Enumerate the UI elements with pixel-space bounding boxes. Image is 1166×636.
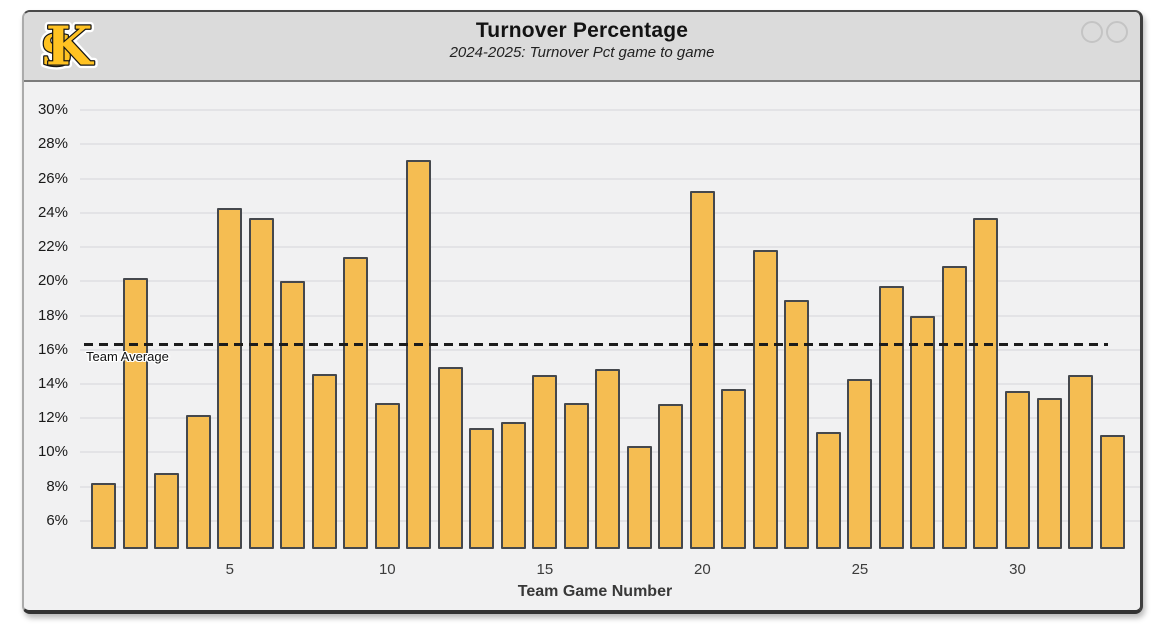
bar-game-28[interactable] xyxy=(941,265,967,549)
x-tick-label-10: 10 xyxy=(378,561,396,578)
bar-game-21[interactable] xyxy=(721,389,747,549)
bar-game-9[interactable] xyxy=(343,257,369,549)
gridline-24% xyxy=(80,211,1140,214)
bar-game-32[interactable] xyxy=(1068,375,1093,549)
gridline-16% xyxy=(80,348,1140,351)
bar-game-11[interactable] xyxy=(406,159,432,549)
bar-game-29[interactable] xyxy=(973,217,999,549)
bar-game-27[interactable] xyxy=(910,315,936,549)
bar-game-24[interactable] xyxy=(815,431,841,549)
svg-text:S: S xyxy=(41,26,72,77)
header-circle-button-1[interactable] xyxy=(1081,21,1103,43)
bar-game-26[interactable] xyxy=(878,286,904,549)
svg-text:K: K xyxy=(46,16,95,78)
y-tick-label-10%: 10% xyxy=(37,443,68,461)
y-tick-label-24%: 24% xyxy=(37,203,68,221)
bar-game-19[interactable] xyxy=(658,404,684,549)
x-tick-label-25: 25 xyxy=(851,561,869,578)
gridline-20% xyxy=(80,280,1140,283)
team-average-line xyxy=(84,343,1108,347)
bar-game-22[interactable] xyxy=(752,250,778,549)
y-tick-label-6%: 6% xyxy=(46,511,68,529)
svg-text:S: S xyxy=(41,26,72,77)
y-tick-label-12%: 12% xyxy=(37,409,68,427)
y-tick-label-18%: 18% xyxy=(37,306,68,324)
bar-game-23[interactable] xyxy=(784,300,810,549)
y-tick-label-16%: 16% xyxy=(37,340,68,358)
bar-game-1[interactable] xyxy=(91,483,117,549)
bar-game-17[interactable] xyxy=(595,368,621,549)
bar-game-30[interactable] xyxy=(1004,390,1030,549)
bar-game-2[interactable] xyxy=(122,277,148,549)
ksu-ks-monogram-logo-icon: S K S K xyxy=(37,16,98,78)
y-tick-label-26%: 26% xyxy=(37,169,68,187)
bar-game-13[interactable] xyxy=(469,428,495,549)
bar-game-6[interactable] xyxy=(248,217,274,549)
window-header: S K S K Turnover Percentage 2024-2025: T… xyxy=(24,12,1140,82)
bar-game-15[interactable] xyxy=(532,375,558,549)
chart-subtitle: 2024-2025: Turnover Pct game to game xyxy=(449,44,715,61)
gridline-18% xyxy=(80,314,1140,317)
y-tick-label-20%: 20% xyxy=(37,272,68,290)
x-tick-label-30: 30 xyxy=(1009,561,1026,578)
svg-text:K: K xyxy=(46,16,95,78)
bar-game-20[interactable] xyxy=(689,190,715,549)
bar-game-12[interactable] xyxy=(437,366,463,549)
bar-game-31[interactable] xyxy=(1036,397,1062,549)
y-tick-label-30%: 30% xyxy=(37,101,68,119)
bar-game-14[interactable] xyxy=(500,421,526,549)
y-tick-label-28%: 28% xyxy=(37,135,68,153)
bar-game-5[interactable] xyxy=(217,207,243,549)
gridline-22% xyxy=(80,246,1140,249)
gridline-30% xyxy=(80,109,1140,112)
header-titles: Turnover Percentage 2024-2025: Turnover … xyxy=(24,19,1140,61)
header-circle-button-2[interactable] xyxy=(1106,21,1128,43)
team-average-label: Team Average xyxy=(86,348,169,364)
bar-game-25[interactable] xyxy=(847,378,873,549)
x-tick-label-5: 5 xyxy=(225,561,234,578)
chart-title: Turnover Percentage xyxy=(475,19,689,42)
bar-game-4[interactable] xyxy=(185,414,211,549)
bar-game-7[interactable] xyxy=(280,281,306,549)
bar-game-16[interactable] xyxy=(563,402,589,549)
header-controls xyxy=(1081,21,1128,43)
y-tick-label-14%: 14% xyxy=(37,374,68,392)
app-window: S K S K Turnover Percentage 2024-2025: T… xyxy=(22,10,1143,614)
bar-game-33[interactable] xyxy=(1099,435,1125,549)
x-tick-label-15: 15 xyxy=(536,561,554,578)
gridline-26% xyxy=(80,177,1140,180)
y-tick-label-22%: 22% xyxy=(37,238,68,256)
bar-game-8[interactable] xyxy=(311,373,337,549)
y-tick-label-8%: 8% xyxy=(46,477,68,495)
bar-game-10[interactable] xyxy=(374,402,400,549)
bar-game-18[interactable] xyxy=(626,445,652,549)
x-axis-title: Team Game Number xyxy=(517,583,673,600)
x-tick-label-20: 20 xyxy=(694,561,711,578)
gridline-28% xyxy=(80,143,1140,146)
chart-plot-area: 30% 28% 26% 24% 22% 20% 18% 16% 14% 12% 10% 8% 6% Tea… xyxy=(24,82,1140,610)
bar-game-3[interactable] xyxy=(154,472,180,549)
